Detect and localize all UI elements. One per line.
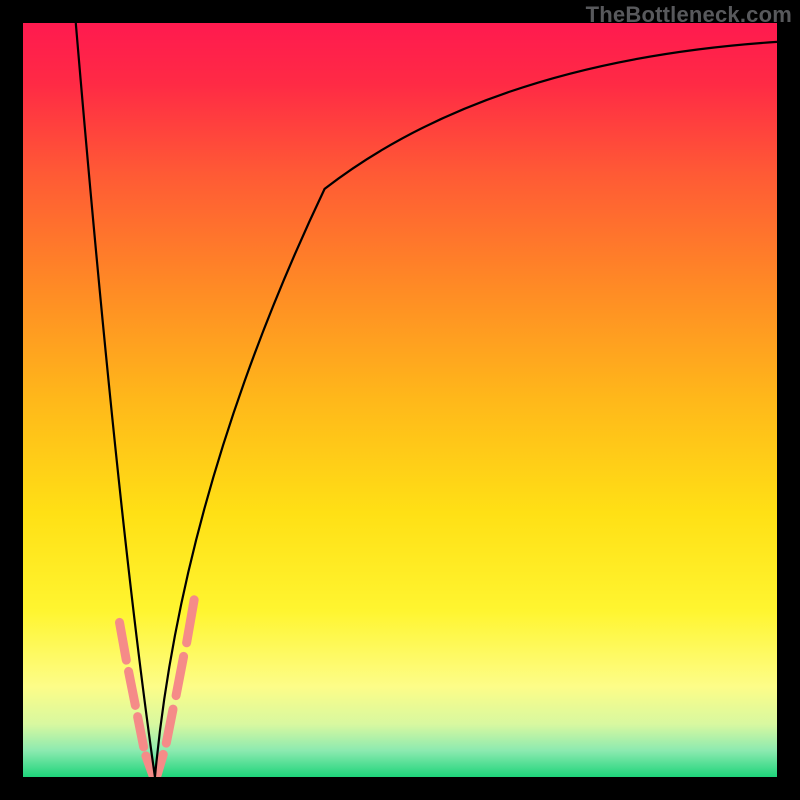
watermark-text: TheBottleneck.com bbox=[586, 2, 792, 28]
background-gradient bbox=[23, 23, 777, 777]
plot-area bbox=[23, 23, 777, 777]
chart-svg bbox=[23, 23, 777, 777]
outer-frame: TheBottleneck.com bbox=[0, 0, 800, 800]
